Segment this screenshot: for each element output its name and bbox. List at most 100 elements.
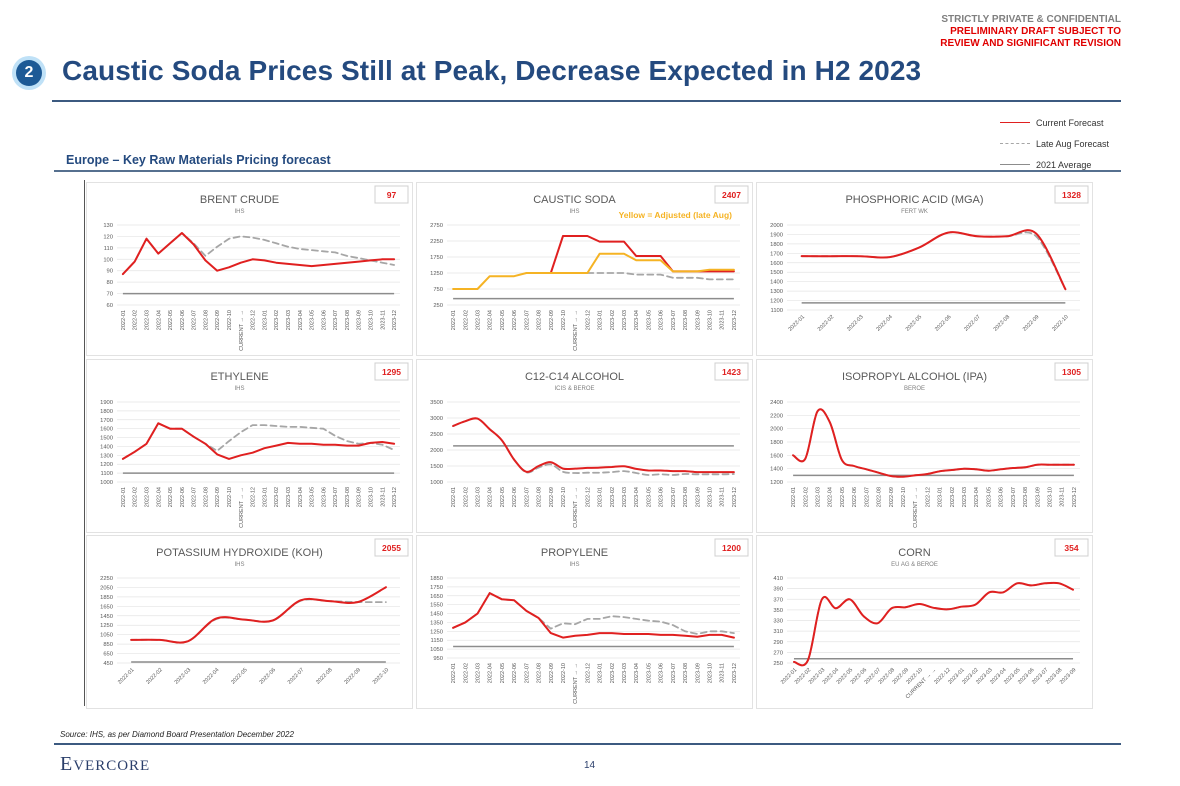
x-tick-label: 2023-06	[659, 663, 665, 683]
x-tick-label: 2023-08	[683, 663, 689, 683]
x-tick-label: 2022-05	[500, 310, 506, 330]
legend-item-lateaug: Late Aug Forecast	[1000, 133, 1109, 154]
x-tick-label: 2023-01	[598, 310, 604, 330]
y-tick-label: 2000	[430, 448, 443, 454]
x-tick-label: 2022-01	[791, 487, 797, 507]
x-tick-label: 2023-02	[610, 310, 616, 330]
y-tick-label: 1000	[100, 480, 113, 486]
x-tick-label: 2022-09	[343, 667, 362, 686]
x-tick-label: 2022-03	[174, 667, 193, 686]
x-tick-label: 2023-05	[646, 487, 652, 507]
x-tick-label: 2022-08	[537, 310, 543, 330]
x-tick-label: 2022-01	[451, 310, 457, 330]
x-tick-label: 2022-01	[451, 663, 457, 683]
y-tick-label: 2500	[430, 432, 443, 438]
y-tick-label: 1800	[770, 242, 783, 248]
y-tick-label: 2750	[430, 223, 443, 229]
page-number: 14	[584, 760, 596, 771]
x-tick-label: 2022-07	[963, 314, 982, 333]
x-tick-label: 2022-10	[1051, 314, 1070, 333]
x-tick-label: 2022-03	[476, 663, 482, 683]
x-tick-label: 2022-09	[549, 487, 555, 507]
x-tick-label: 2023-12	[392, 487, 398, 507]
x-tick-label: 2022-04	[488, 663, 494, 683]
chart-source: BEROE	[904, 386, 925, 392]
y-tick-label: 250	[433, 303, 443, 309]
y-tick-label: 1850	[100, 595, 113, 601]
x-tick-label: 2022-08	[877, 487, 883, 507]
y-tick-label: 1200	[100, 462, 113, 468]
x-tick-label: 2022-12	[251, 487, 257, 507]
y-tick-label: 290	[773, 640, 783, 646]
x-tick-label: 2023-08	[683, 310, 689, 330]
x-tick-label: 2023-03	[286, 487, 292, 507]
x-tick-label: 2023-02	[610, 663, 616, 683]
x-tick-label: 2023-04	[974, 487, 980, 507]
x-tick-label: 2023-09	[695, 310, 701, 330]
x-tick-label: 2022-04	[156, 487, 162, 507]
confidential-label: STRICTLY PRIVATE & CONFIDENTIAL	[941, 14, 1121, 25]
x-tick-label: 2022-09	[549, 310, 555, 330]
series-line-lateaug	[793, 581, 1074, 667]
x-tick-label: 2023-08	[345, 310, 351, 330]
x-tick-label: 2022-07	[524, 487, 530, 507]
series-line-current	[130, 586, 387, 644]
x-tick-label: 2022-05	[500, 487, 506, 507]
y-tick-label: 90	[107, 269, 113, 275]
x-tick-label: 2022-06	[512, 310, 518, 330]
y-tick-label: 1100	[101, 471, 113, 477]
x-tick-label: 2023-04	[298, 310, 304, 330]
x-tick-label: 2022-04	[875, 314, 894, 333]
y-tick-label: 1350	[430, 620, 443, 626]
x-tick-label: 2023-03	[286, 310, 292, 330]
x-tick-label: 2023-02	[610, 487, 616, 507]
x-tick-label: 2022-08	[537, 663, 543, 683]
x-tick-label: 2023-07	[1011, 487, 1017, 507]
subtitle-divider	[54, 170, 1121, 172]
y-tick-label: 80	[107, 280, 113, 286]
series-line-lateaug	[452, 417, 735, 476]
chart-source: ICIS & BEROE	[554, 386, 594, 392]
page-title: Caustic Soda Prices Still at Peak, Decre…	[62, 55, 922, 86]
legend-label: Current Forecast	[1036, 117, 1104, 128]
chart-badge-value: 1423	[722, 367, 741, 377]
y-tick-label: 350	[773, 608, 783, 614]
y-tick-label: 1050	[430, 647, 443, 653]
y-tick-label: 650	[103, 652, 113, 658]
chart-source: IHS	[569, 562, 579, 568]
x-tick-label: 2022-06	[934, 314, 953, 333]
y-tick-label: 1450	[430, 612, 443, 618]
y-tick-label: 3500	[430, 400, 443, 406]
y-tick-label: 1400	[770, 280, 783, 286]
x-tick-label: 2023-08	[1023, 487, 1029, 507]
x-tick-label: 2023-05	[310, 487, 316, 507]
x-tick-label: 2022-06	[852, 487, 858, 507]
chart-panel-propylene: PROPYLENE IHS 1200 950 1050 1150 1250 1350 1450 1…	[416, 535, 753, 709]
y-tick-label: 1550	[430, 603, 443, 609]
chart-title: ETHYLENE	[210, 371, 268, 383]
legend-item-average: 2021 Average	[1000, 154, 1109, 175]
chart-badge-value: 1200	[722, 543, 741, 553]
y-tick-label: 1750	[430, 255, 443, 261]
x-tick-label: 2023-10	[707, 487, 713, 507]
chart-badge-box	[714, 185, 749, 204]
chart-svg-propylene: PROPYLENE IHS 1200 950 1050 1150 1250 1350 1450 1…	[430, 538, 749, 704]
x-tick-label: 2022-08	[993, 314, 1012, 333]
x-tick-label: 2022-08	[315, 667, 334, 686]
x-tick-label: 2022-07	[192, 310, 198, 330]
chart-panel-koh: POTASSIUM HYDROXIDE (KOH) IHS 2055 450 650 85…	[86, 535, 413, 709]
x-tick-label: 2022-09	[549, 663, 555, 683]
x-tick-label: 2023-12	[732, 663, 738, 683]
section-number: 2	[16, 60, 42, 86]
x-tick-label: 2022-07	[524, 663, 530, 683]
x-tick-label: 2023-07	[333, 487, 339, 507]
y-tick-label: 1800	[100, 409, 113, 415]
y-tick-label: 750	[433, 287, 443, 293]
series-line-current	[452, 592, 735, 639]
x-tick-label: 2023-04	[634, 487, 640, 507]
x-tick-label: 2023-05	[310, 310, 316, 330]
x-tick-label: 2022-02	[463, 310, 469, 330]
x-tick-label: 2023-07	[671, 487, 677, 507]
footer-divider	[54, 743, 1121, 745]
chart-badge-value: 97	[387, 190, 397, 200]
